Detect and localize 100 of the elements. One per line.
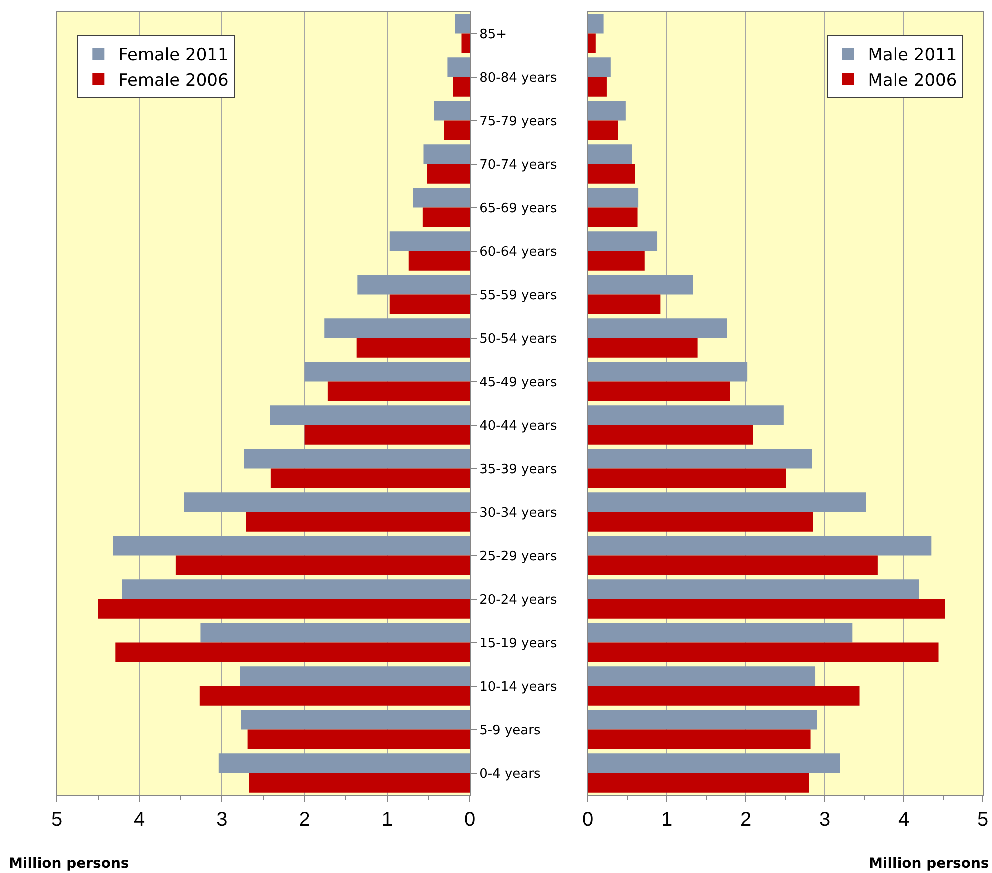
x-tick-label: 1 <box>382 809 393 831</box>
bar <box>249 773 470 793</box>
x-tick-label: 3 <box>216 809 228 831</box>
bar <box>413 188 470 208</box>
bar <box>588 101 626 121</box>
x-axis-title: Million persons <box>9 856 130 872</box>
y-tick-label: 20-24 years <box>480 592 558 608</box>
bar <box>588 232 658 252</box>
bar <box>422 208 470 228</box>
bar <box>244 449 470 469</box>
bar <box>448 58 470 78</box>
bar <box>588 686 860 706</box>
bar <box>588 666 816 686</box>
bar <box>241 710 470 730</box>
bar <box>588 120 618 140</box>
y-tick-label: 55-59 years <box>480 288 558 304</box>
y-tick-label: 45-49 years <box>480 375 558 390</box>
y-tick-label: 5-9 years <box>480 723 541 738</box>
x-tick-label: 2 <box>299 809 310 831</box>
x-tick-label: 5 <box>51 809 63 831</box>
bar <box>270 468 470 488</box>
bar <box>455 14 470 34</box>
bar <box>328 382 470 402</box>
bar <box>588 425 754 445</box>
y-tick-label: 75-79 years <box>480 114 558 130</box>
x-tick-label: 2 <box>740 809 752 831</box>
bar <box>113 536 470 556</box>
bar <box>434 101 470 121</box>
bar <box>358 275 470 295</box>
bar <box>588 710 818 730</box>
bar <box>588 468 786 488</box>
bar <box>390 232 470 252</box>
bar <box>462 34 470 54</box>
bar <box>588 208 638 228</box>
y-tick-label: 80-84 years <box>480 70 558 86</box>
bar <box>408 251 470 271</box>
bar <box>453 77 470 97</box>
bar <box>588 406 784 426</box>
bar <box>588 512 814 532</box>
y-tick-label: 70-74 years <box>480 158 558 173</box>
bar <box>588 338 698 358</box>
bar <box>588 599 946 619</box>
bar <box>588 294 661 314</box>
bar <box>588 492 866 512</box>
y-tick-label: 65-69 years <box>480 201 558 216</box>
bar <box>588 754 840 774</box>
legend-label: Female 2011 <box>118 46 229 66</box>
x-tick-label: 1 <box>661 809 673 831</box>
bar <box>588 77 607 97</box>
bar <box>122 580 470 600</box>
bar <box>176 556 470 576</box>
x-axis-title: Million persons <box>869 856 990 872</box>
bar <box>356 338 470 358</box>
bar <box>218 754 470 774</box>
bar <box>588 642 939 662</box>
y-tick-label: 30-34 years <box>480 506 558 521</box>
bar <box>246 512 470 532</box>
bar <box>240 666 470 686</box>
x-tick-label: 0 <box>582 809 594 831</box>
bar <box>116 642 470 662</box>
x-tick-label: 0 <box>464 809 476 831</box>
bar <box>390 294 470 314</box>
bar <box>200 623 470 643</box>
legend-label: Male 2006 <box>868 70 958 91</box>
x-tick-label: 4 <box>134 809 146 831</box>
bar <box>588 580 920 600</box>
bar <box>424 144 470 164</box>
y-tick-label: 50-54 years <box>480 332 558 347</box>
bar <box>588 623 853 643</box>
bar <box>588 382 730 402</box>
bar <box>588 14 604 34</box>
bar <box>588 730 811 750</box>
bar <box>588 536 932 556</box>
bar <box>588 144 632 164</box>
bar <box>588 34 596 54</box>
bar <box>270 406 470 426</box>
bar <box>588 251 645 271</box>
y-tick-label: 60-64 years <box>480 244 558 260</box>
bar <box>184 492 470 512</box>
y-tick-label: 15-19 years <box>480 636 558 652</box>
bar <box>588 188 639 208</box>
bar <box>200 686 470 706</box>
bar <box>98 599 470 619</box>
bar <box>588 164 636 184</box>
y-tick-label: 10-14 years <box>480 680 558 695</box>
bar <box>588 773 810 793</box>
y-tick-label: 85+ <box>480 27 508 42</box>
bar <box>588 362 748 382</box>
y-tick-label: 25-29 years <box>480 549 558 564</box>
bar <box>304 362 470 382</box>
bar <box>304 425 470 445</box>
y-tick-label: 0-4 years <box>480 766 541 782</box>
bar <box>324 318 470 338</box>
bar <box>427 164 470 184</box>
legend-label: Male 2011 <box>868 46 958 66</box>
x-tick-label: 3 <box>819 809 831 831</box>
bar <box>444 120 470 140</box>
y-tick-label: 40-44 years <box>480 418 558 434</box>
y-tick-label: 35-39 years <box>480 462 558 478</box>
bar <box>248 730 470 750</box>
